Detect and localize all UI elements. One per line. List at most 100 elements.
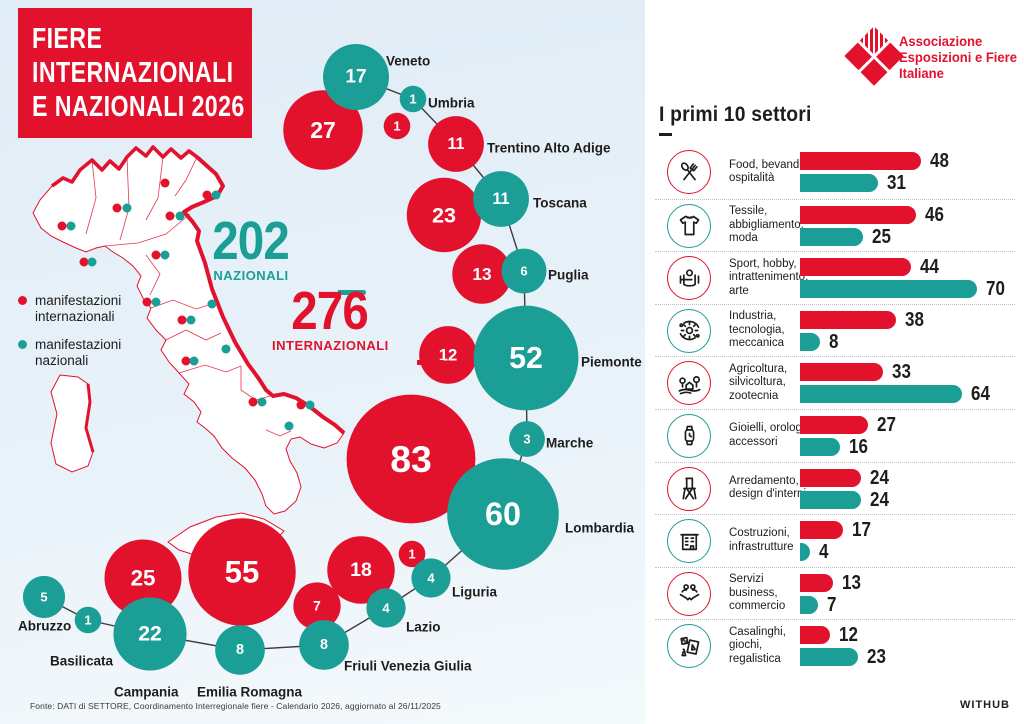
legend-dot-internazionali-icon [18, 296, 27, 305]
source-note: Fonte: DATI di SETTORE, Coordinamento In… [30, 701, 441, 711]
bar-casalinghi-internazionali [800, 626, 831, 645]
bubble-lazio-internazionali [327, 536, 395, 604]
watch-icon [667, 413, 711, 458]
bar-industria-internazionali [800, 310, 897, 329]
region-label-abruzzo: Abruzzo [18, 619, 71, 634]
bubble-campania-internazionali [104, 539, 182, 617]
chair-icon [667, 466, 711, 511]
sector-label-line: meccanica [729, 337, 784, 350]
bubble-value-umbria-internazionali: 1 [393, 119, 400, 134]
bar-tessile-internazionali [800, 205, 917, 224]
map-dot-nazionale-icon [221, 344, 231, 354]
bar-value-internazionali: 17 [852, 519, 871, 542]
region-label-veneto: Veneto [386, 54, 430, 69]
bubble-value-piemonte-nazionali: 52 [509, 341, 543, 375]
bar-value-nazionali: 4 [819, 541, 829, 564]
bar-value-internazionali: 46 [925, 203, 945, 226]
sector-label-line: infrastrutture [729, 540, 794, 553]
total-internazionali-value: 276 [291, 281, 370, 341]
bar-casalinghi-nazionali [800, 648, 859, 667]
region-label-piemonte: Piemonte [581, 355, 642, 370]
region-label-lombardia: Lombardia [565, 521, 635, 536]
aefi-logo-line: Associazione [899, 33, 983, 49]
total-nazionali-value: 202 [212, 211, 291, 271]
bar-servizi-business-nazionali [800, 595, 818, 614]
sardinia-coast-accent [84, 383, 95, 453]
sector-label-line: zootecnia [729, 389, 779, 402]
sector-label: Costruzioni, infrastrutture [729, 515, 831, 567]
region-label-trentino-alto-adige: Trentino Alto Adige [487, 141, 611, 156]
aefi-logo: Associazione Esposizioni e Fiere Italian… [843, 22, 1018, 94]
map-dot-internazionale-icon [57, 221, 67, 231]
bubble-liguria-internazionali [398, 540, 426, 568]
sector-row-agricoltura: Agricoltura, silvicoltura, zootecnia 33 64 [655, 356, 1015, 409]
bar-value-internazionali: 27 [877, 413, 897, 436]
map-dot-nazionale-icon [87, 257, 97, 267]
legend-item-internazionali: manifestazioni internazionali [18, 293, 148, 324]
bubble-value-liguria-internazionali: 1 [408, 547, 415, 562]
region-label-marche: Marche [546, 436, 594, 451]
gift-icon [667, 624, 711, 669]
sector-label-line: ospitalità [729, 172, 775, 185]
bubble-puglia-internazionali [452, 244, 512, 304]
bubble-basilicata-nazionali [74, 606, 102, 634]
sector-row-casalinghi: Casalinghi, giochi, regalistica 12 23 [655, 619, 1015, 672]
region-label-emilia-romagna: Emilia Romagna [197, 685, 303, 700]
sector-label-line: design d'interni [729, 488, 806, 501]
bubble-value-umbria-nazionali: 1 [409, 92, 416, 107]
total-nazionali-underline [338, 290, 366, 295]
sector-label-line: commercio [729, 600, 786, 613]
region-border-line [145, 254, 161, 296]
region-border-line [104, 213, 191, 247]
bubble-lazio-nazionali [366, 588, 406, 628]
sector-label-line: silvicoltura, [729, 376, 786, 389]
map-dot-nazionale-icon [211, 190, 221, 200]
bubble-value-piemonte-internazionali: 12 [439, 346, 458, 365]
bubble-toscana-internazionali [406, 177, 482, 253]
sector-label-line: abbigliamento, [729, 218, 804, 231]
bar-gioielli-nazionali [800, 437, 841, 456]
bubble-emilia-romagna-nazionali [215, 625, 265, 675]
bubble-value-marche-nazionali: 3 [523, 432, 530, 447]
bubble-value-puglia-internazionali: 13 [472, 264, 491, 284]
sector-label-line: Tessile, [729, 205, 768, 218]
bar-value-nazionali: 31 [887, 172, 907, 194]
bubble-value-campania-nazionali: 22 [138, 623, 162, 646]
bubble-lombardia-internazionali [346, 394, 476, 524]
sector-label-line: Arredamento, [729, 474, 799, 487]
bubble-value-abruzzo-nazionali: 5 [40, 590, 47, 605]
sport-icon [667, 256, 711, 301]
sector-label-line: accessori [729, 435, 778, 448]
sector-label: Industria, tecnologia, meccanica [729, 305, 831, 357]
sector-row-gioielli: Gioielli, orologi, accessori 27 16 [655, 408, 1015, 462]
region-label-liguria: Liguria [452, 585, 497, 600]
alps-border-accent [50, 145, 199, 188]
sector-label-line: Agricoltura, [729, 362, 788, 375]
region-label-friuli-venezia-giulia: Friuli Venezia Giulia [344, 659, 472, 674]
region-border-line [265, 429, 292, 437]
aefi-logo-line: Italiane [899, 65, 944, 81]
bubble-campania-nazionali [113, 597, 187, 671]
total-internazionali-label: INTERNAZIONALI [272, 338, 389, 353]
bar-value-nazionali: 7 [826, 593, 837, 616]
map-dot-internazionale-icon [160, 178, 170, 188]
aefi-logo-line: Esposizioni e Fiere [899, 49, 1017, 65]
bubble-friuli-venezia-giulia-nazionali [299, 620, 349, 670]
bar-value-internazionali: 13 [841, 571, 861, 594]
sector-label-line: Food, bevande, [729, 158, 809, 171]
map-dot-nazionale-icon [151, 297, 161, 307]
map-dot-internazionale-icon [112, 203, 122, 213]
bar-food-internazionali [800, 152, 922, 170]
bar-arredamento-nazionali [800, 490, 861, 509]
sector-row-arredamento: Arredamento, design d'interni 24 24 [655, 461, 1015, 515]
bubble-puglia-nazionali [501, 248, 547, 294]
sector-label-line: Costruzioni, [729, 527, 790, 540]
sectors-heading-underline [659, 133, 672, 136]
bubble-value-basilicata-nazionali: 1 [84, 613, 91, 628]
map-dot-nazionale-icon [284, 421, 294, 431]
sector-row-costruzioni: Costruzioni, infrastrutture 17 4 [655, 514, 1015, 567]
bar-value-nazionali: 70 [986, 278, 1006, 301]
bar-industria-nazionali [800, 332, 821, 351]
bar-value-internazionali: 33 [892, 361, 912, 384]
